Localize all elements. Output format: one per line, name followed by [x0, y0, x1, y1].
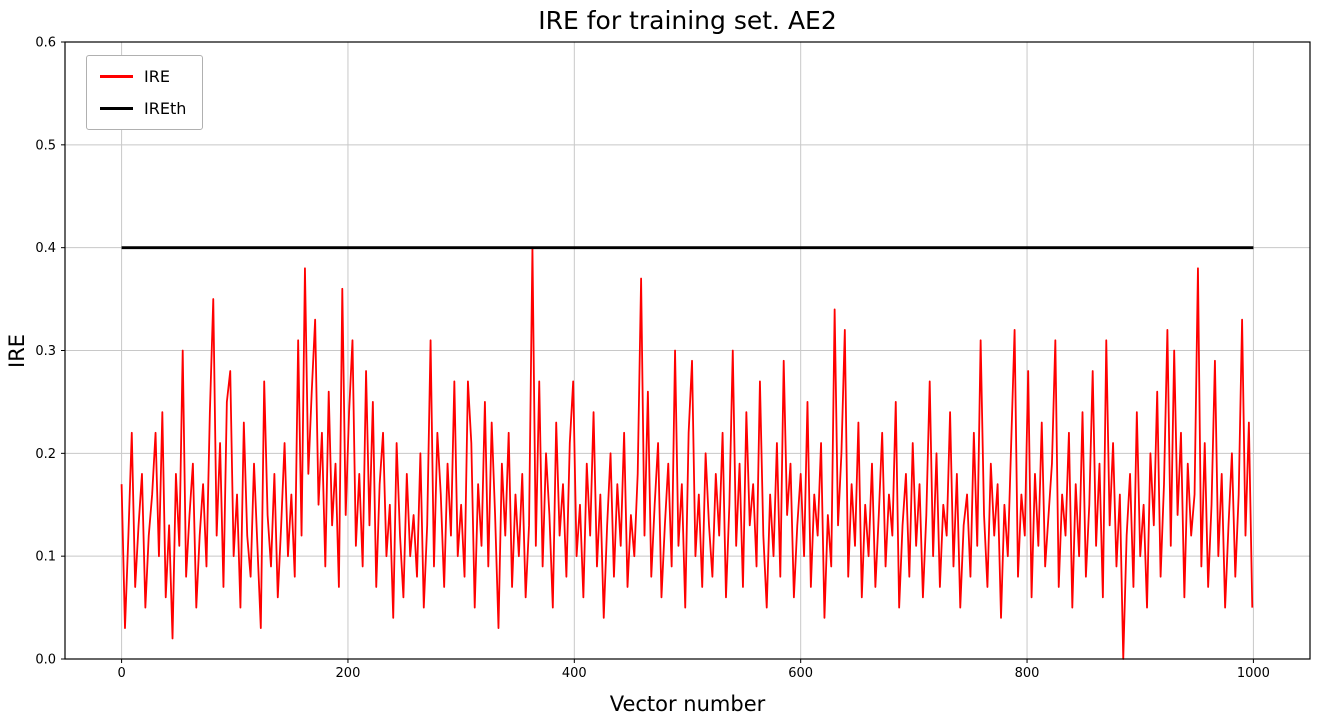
legend: IRE IREth	[86, 55, 204, 130]
x-axis-label: Vector number	[609, 692, 766, 716]
x-tick-label: 200	[336, 666, 361, 681]
legend-label-ireth: IREth	[144, 99, 187, 118]
x-tick-label: 1000	[1237, 666, 1270, 681]
x-tick-label: 600	[788, 666, 813, 681]
y-tick-label: 0.3	[35, 344, 56, 359]
legend-entry-ireth: IREth	[100, 99, 186, 118]
x-tick-label: 400	[562, 666, 587, 681]
ire-line	[120, 246, 1254, 660]
y-tick-label: 0.4	[35, 241, 56, 256]
chart-title: IRE for training set. AE2	[538, 6, 837, 35]
x-tick-label: 800	[1015, 666, 1040, 681]
legend-line-swatch-ireth	[100, 107, 133, 110]
y-tick-label: 0.1	[35, 550, 56, 565]
y-tick-label: 0.0	[35, 653, 56, 668]
y-tick-label: 0.5	[35, 138, 56, 153]
legend-label-ire: IRE	[144, 67, 170, 86]
y-tick-label: 0.2	[35, 447, 56, 462]
legend-line-swatch-ire	[100, 75, 133, 78]
x-tick-label: 0	[117, 666, 125, 681]
legend-entry-ire: IRE	[100, 67, 186, 86]
y-tick-label: 0.6	[35, 36, 56, 51]
